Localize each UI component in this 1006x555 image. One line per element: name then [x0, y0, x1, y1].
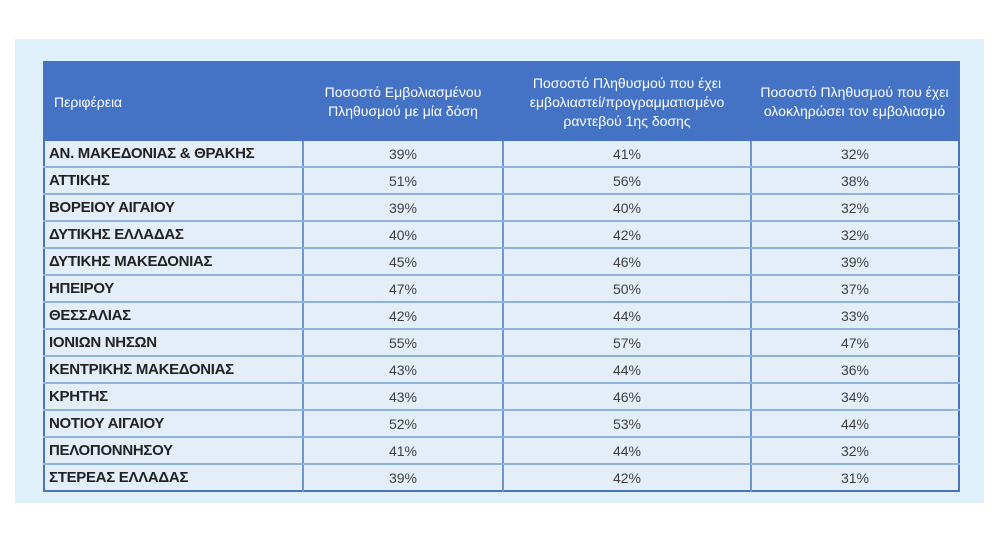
value-cell: 42%: [503, 221, 752, 249]
value-cell: 31%: [751, 464, 959, 491]
value-cell: 46%: [503, 383, 752, 411]
value-cell: 41%: [503, 141, 752, 168]
content-panel: Περιφέρεια Ποσοστό Εμβολιασμένου Πληθυσμ…: [15, 39, 984, 503]
value-cell: 37%: [751, 275, 959, 303]
value-cell: 57%: [503, 329, 752, 357]
region-cell: ΔΥΤΙΚΗΣ ΜΑΚΕΔΟΝΙΑΣ: [44, 248, 304, 276]
value-cell: 56%: [503, 167, 752, 195]
value-cell: 51%: [303, 167, 504, 195]
table-row: ΚΡΗΤΗΣ 43% 46% 34%: [44, 383, 959, 411]
region-cell: ΝΟΤΙΟΥ ΑΙΓΑΙΟΥ: [44, 410, 304, 438]
value-cell: 45%: [303, 248, 504, 276]
column-header-fully-vaccinated: Ποσοστό Πληθυσμού που έχει ολοκληρώσει τ…: [751, 62, 959, 141]
table-row: ΑΝ. ΜΑΚΕΔΟΝΙΑΣ & ΘΡΑΚΗΣ 39% 41% 32%: [44, 141, 959, 168]
value-cell: 55%: [303, 329, 504, 357]
value-cell: 52%: [303, 410, 504, 438]
value-cell: 32%: [751, 437, 959, 465]
value-cell: 38%: [751, 167, 959, 195]
value-cell: 53%: [503, 410, 752, 438]
column-header-region: Περιφέρεια: [44, 62, 303, 141]
region-cell: ΗΠΕΙΡΟΥ: [44, 275, 304, 303]
value-cell: 39%: [751, 248, 959, 276]
table-row: ΔΥΤΙΚΗΣ ΕΛΛΑΔΑΣ 40% 42% 32%: [44, 221, 959, 249]
value-cell: 50%: [503, 275, 752, 303]
table-row: ΒΟΡΕΙΟΥ ΑΙΓΑΙΟΥ 39% 40% 32%: [44, 194, 959, 222]
value-cell: 40%: [303, 221, 504, 249]
value-cell: 33%: [751, 302, 959, 330]
region-cell: ΑΤΤΙΚΗΣ: [44, 167, 304, 195]
column-header-vaccinated-or-scheduled: Ποσοστό Πληθυσμού που έχει εμβολιαστεί/π…: [503, 62, 751, 141]
value-cell: 39%: [303, 141, 504, 168]
region-cell: ΙΟΝΙΩΝ ΝΗΣΩΝ: [44, 329, 304, 357]
value-cell: 46%: [503, 248, 752, 276]
region-cell: ΔΥΤΙΚΗΣ ΕΛΛΑΔΑΣ: [44, 221, 304, 249]
table-row: ΚΕΝΤΡΙΚΗΣ ΜΑΚΕΔΟΝΙΑΣ 43% 44% 36%: [44, 356, 959, 384]
table-body: ΑΝ. ΜΑΚΕΔΟΝΙΑΣ & ΘΡΑΚΗΣ 39% 41% 32% ΑΤΤΙΚΗΣ 5…: [44, 141, 959, 491]
value-cell: 41%: [303, 437, 504, 465]
value-cell: 34%: [751, 383, 959, 411]
regions-vaccination-table: Περιφέρεια Ποσοστό Εμβολιασμένου Πληθυσμ…: [43, 61, 960, 492]
value-cell: 39%: [303, 194, 504, 222]
table-row: ΝΟΤΙΟΥ ΑΙΓΑΙΟΥ 52% 53% 44%: [44, 410, 959, 438]
vaccination-table: Περιφέρεια Ποσοστό Εμβολιασμένου Πληθυσμ…: [43, 61, 960, 492]
value-cell: 44%: [503, 356, 752, 384]
table-row: ΘΕΣΣΑΛΙΑΣ 42% 44% 33%: [44, 302, 959, 330]
value-cell: 42%: [303, 302, 504, 330]
table-row: ΣΤΕΡΕΑΣ ΕΛΛΑΔΑΣ 39% 42% 31%: [44, 464, 959, 491]
value-cell: 32%: [751, 141, 959, 168]
value-cell: 42%: [503, 464, 752, 491]
table-row: ΠΕΛΟΠΟΝΝΗΣΟΥ 41% 44% 32%: [44, 437, 959, 465]
table-row: ΑΤΤΙΚΗΣ 51% 56% 38%: [44, 167, 959, 195]
value-cell: 47%: [751, 329, 959, 357]
region-cell: ΒΟΡΕΙΟΥ ΑΙΓΑΙΟΥ: [44, 194, 304, 222]
value-cell: 44%: [503, 302, 752, 330]
value-cell: 43%: [303, 383, 504, 411]
column-header-first-dose: Ποσοστό Εμβολιασμένου Πληθυσμού με μία δ…: [303, 62, 503, 141]
region-cell: ΣΤΕΡΕΑΣ ΕΛΛΑΔΑΣ: [44, 464, 304, 491]
value-cell: 44%: [503, 437, 752, 465]
value-cell: 39%: [303, 464, 504, 491]
table-row: ΔΥΤΙΚΗΣ ΜΑΚΕΔΟΝΙΑΣ 45% 46% 39%: [44, 248, 959, 276]
table-row: ΙΟΝΙΩΝ ΝΗΣΩΝ 55% 57% 47%: [44, 329, 959, 357]
table-row: ΗΠΕΙΡΟΥ 47% 50% 37%: [44, 275, 959, 303]
header-row: Περιφέρεια Ποσοστό Εμβολιασμένου Πληθυσμ…: [44, 62, 959, 141]
region-cell: ΘΕΣΣΑΛΙΑΣ: [44, 302, 304, 330]
region-cell: ΚΕΝΤΡΙΚΗΣ ΜΑΚΕΔΟΝΙΑΣ: [44, 356, 304, 384]
value-cell: 36%: [751, 356, 959, 384]
region-cell: ΚΡΗΤΗΣ: [44, 383, 304, 411]
value-cell: 47%: [303, 275, 504, 303]
region-cell: ΑΝ. ΜΑΚΕΔΟΝΙΑΣ & ΘΡΑΚΗΣ: [44, 141, 304, 168]
value-cell: 40%: [503, 194, 752, 222]
value-cell: 32%: [751, 194, 959, 222]
value-cell: 44%: [751, 410, 959, 438]
value-cell: 32%: [751, 221, 959, 249]
region-cell: ΠΕΛΟΠΟΝΝΗΣΟΥ: [44, 437, 304, 465]
value-cell: 43%: [303, 356, 504, 384]
